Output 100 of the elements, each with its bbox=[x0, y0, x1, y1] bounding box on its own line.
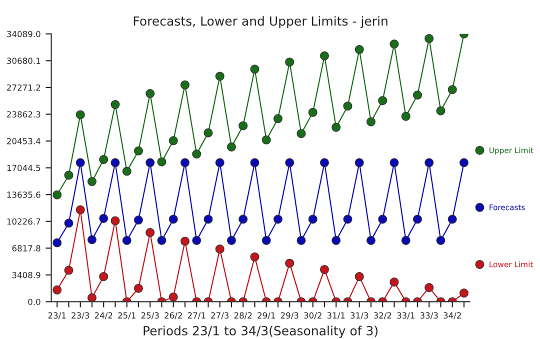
point bbox=[146, 158, 155, 168]
point bbox=[238, 214, 248, 224]
point bbox=[308, 108, 318, 117]
x-tick-label: 31/1 bbox=[327, 312, 345, 320]
point bbox=[343, 214, 352, 224]
point bbox=[64, 170, 74, 180]
point bbox=[262, 236, 271, 245]
point bbox=[76, 110, 85, 120]
point bbox=[204, 214, 213, 224]
point bbox=[401, 112, 410, 121]
y-tick-label: 10226.7 bbox=[7, 218, 40, 225]
point bbox=[366, 236, 376, 245]
point bbox=[180, 80, 190, 90]
point bbox=[110, 100, 120, 110]
point bbox=[250, 158, 260, 168]
point bbox=[448, 214, 457, 224]
point bbox=[110, 158, 120, 168]
point bbox=[52, 190, 62, 200]
x-tick-label: 30/2 bbox=[304, 312, 322, 320]
point bbox=[157, 236, 166, 245]
point bbox=[192, 236, 202, 245]
point bbox=[215, 244, 224, 254]
y-tick-label: 23862.3 bbox=[7, 111, 40, 118]
x-tick-label: 25/3 bbox=[141, 312, 159, 320]
point bbox=[87, 293, 97, 302]
x-tick-label: 26/2 bbox=[164, 312, 182, 320]
point bbox=[215, 158, 224, 168]
point bbox=[296, 236, 306, 245]
x-tick-label: 27/3 bbox=[211, 312, 229, 320]
point bbox=[122, 166, 132, 176]
point bbox=[250, 64, 260, 74]
point bbox=[273, 114, 283, 124]
point bbox=[99, 154, 108, 164]
point bbox=[87, 176, 97, 186]
point bbox=[168, 292, 178, 302]
point bbox=[412, 90, 422, 100]
point bbox=[436, 236, 446, 245]
point bbox=[424, 158, 434, 168]
point bbox=[273, 214, 283, 224]
y-tick-label: 27271.2 bbox=[7, 84, 40, 91]
x-tick-label: 32/2 bbox=[374, 312, 392, 320]
y-tick-label: 3408.9 bbox=[12, 272, 40, 278]
point bbox=[76, 158, 85, 168]
point bbox=[412, 214, 422, 224]
point bbox=[390, 40, 399, 49]
x-tick-label: 23/1 bbox=[48, 312, 66, 320]
point bbox=[308, 214, 318, 224]
point bbox=[168, 136, 178, 146]
point bbox=[436, 106, 446, 116]
point bbox=[285, 158, 294, 168]
point bbox=[459, 288, 469, 298]
x-tick-label: 23/3 bbox=[72, 312, 90, 320]
point bbox=[262, 135, 271, 144]
point bbox=[296, 129, 306, 138]
x-tick-label: 33/3 bbox=[420, 312, 438, 320]
point bbox=[215, 72, 224, 81]
y-tick-label: 20453.4 bbox=[7, 138, 40, 144]
x-tick-label: 29/3 bbox=[280, 312, 298, 320]
point bbox=[424, 283, 434, 292]
point bbox=[87, 235, 97, 244]
point bbox=[459, 158, 469, 168]
point bbox=[134, 215, 144, 225]
point bbox=[52, 285, 62, 294]
point bbox=[168, 214, 178, 224]
point bbox=[332, 236, 341, 245]
point bbox=[134, 146, 144, 156]
point bbox=[99, 214, 108, 223]
y-tick-label: 30680.1 bbox=[7, 58, 40, 64]
point bbox=[134, 284, 144, 293]
point bbox=[204, 128, 213, 138]
y-tick-label: 0.0 bbox=[28, 298, 40, 305]
point bbox=[401, 236, 410, 245]
point bbox=[320, 158, 330, 168]
point bbox=[448, 85, 457, 94]
point bbox=[285, 58, 294, 67]
x-tick-label: 25/1 bbox=[118, 312, 136, 320]
point bbox=[52, 238, 62, 248]
point bbox=[99, 272, 108, 282]
point bbox=[192, 149, 202, 159]
point bbox=[250, 252, 260, 262]
y-tick-label: 6817.8 bbox=[12, 245, 40, 252]
point bbox=[157, 157, 166, 166]
point bbox=[64, 218, 74, 228]
point bbox=[320, 264, 330, 274]
point bbox=[285, 258, 294, 268]
x-tick-label: 31/3 bbox=[350, 312, 368, 320]
point bbox=[110, 216, 120, 226]
point bbox=[226, 142, 236, 152]
point bbox=[354, 158, 364, 168]
point bbox=[424, 34, 434, 44]
point bbox=[366, 117, 376, 126]
x-tick-label: 27/1 bbox=[188, 312, 206, 320]
point bbox=[180, 236, 190, 246]
x-tick-label: 28/2 bbox=[234, 312, 252, 320]
x-tick-label: 33/1 bbox=[397, 312, 414, 320]
point bbox=[378, 214, 388, 224]
point bbox=[378, 96, 388, 106]
y-tick-label: 13635.6 bbox=[7, 192, 40, 198]
y-tick-label: 17044.5 bbox=[7, 164, 40, 172]
point bbox=[226, 236, 236, 245]
